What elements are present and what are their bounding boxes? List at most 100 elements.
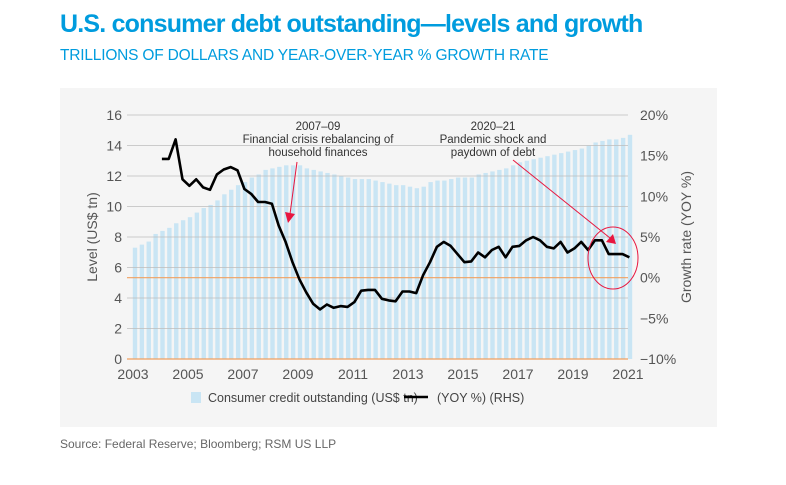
bar	[373, 180, 378, 359]
legend-label: Consumer credit outstanding (US$ tn)	[208, 391, 418, 405]
legend-label: (YOY %) (RHS)	[437, 391, 524, 405]
y-tick-label: 4	[114, 290, 122, 306]
bar	[462, 177, 468, 359]
annotation-heading: 2020–21	[471, 121, 516, 133]
bar	[380, 182, 385, 359]
bar	[428, 182, 433, 359]
bar	[311, 169, 316, 359]
y2-tick-label: 20%	[640, 107, 668, 123]
y-tick-label: 0	[114, 351, 122, 367]
y-tick-label: 6	[114, 260, 122, 276]
y2-tick-label: −5%	[640, 310, 668, 326]
arrowhead-icon	[285, 212, 295, 223]
bar	[469, 177, 475, 359]
y2-axis-label: Growth rate (YOY %)	[678, 171, 694, 303]
y-tick-label: 14	[106, 138, 122, 154]
bar	[277, 166, 282, 359]
bar	[545, 156, 550, 359]
annotation-text: Pandemic shock and	[440, 134, 547, 146]
bar	[201, 208, 206, 359]
bar	[559, 153, 564, 359]
bar	[449, 179, 454, 359]
legend-bar-swatch	[191, 392, 201, 403]
source-note: Source: Federal Reserve; Bloomberg; RSM …	[60, 437, 337, 451]
y2-tick-label: 15%	[640, 148, 668, 164]
annotation-text: household finances	[268, 147, 367, 159]
bar	[187, 217, 193, 359]
bar	[297, 165, 303, 359]
bar	[366, 179, 371, 359]
bar	[174, 223, 179, 359]
bar	[627, 134, 633, 359]
annotation-arrow	[512, 159, 611, 239]
bar	[153, 233, 158, 359]
bar	[132, 247, 138, 359]
bar	[435, 180, 440, 359]
y-axis-label: Level (US$ tn)	[84, 192, 100, 281]
x-tick-label: 2021	[612, 366, 643, 382]
y-tick-label: 2	[114, 321, 122, 337]
y-tick-label: 12	[106, 168, 122, 184]
arrowhead-icon	[606, 234, 616, 244]
bar	[304, 168, 310, 359]
bar	[229, 189, 234, 359]
bar	[400, 185, 406, 359]
bar	[345, 177, 351, 359]
bar	[407, 186, 413, 359]
bar	[325, 172, 330, 359]
bar	[614, 139, 619, 359]
bar	[387, 183, 392, 359]
bar	[442, 180, 447, 359]
bar	[270, 168, 275, 359]
bar	[593, 142, 598, 359]
x-tick-label: 2007	[227, 366, 258, 382]
x-tick-label: 2005	[172, 366, 203, 382]
bar	[517, 162, 523, 359]
chart-subtitle: TRILLIONS OF DOLLARS AND YEAR-OVER-YEAR …	[60, 47, 549, 64]
bar	[180, 220, 186, 359]
bar	[414, 188, 420, 359]
y2-tick-label: −10%	[640, 351, 676, 367]
bar	[455, 177, 461, 359]
bar	[284, 165, 289, 359]
bar	[222, 194, 227, 359]
x-tick-label: 2013	[392, 366, 423, 382]
bar	[565, 151, 571, 359]
x-tick-label: 2015	[447, 366, 478, 382]
bar	[600, 140, 605, 359]
bar	[318, 171, 323, 359]
bar	[167, 227, 172, 359]
y-tick-label: 10	[106, 199, 122, 215]
bar	[620, 137, 626, 359]
bar	[263, 169, 268, 359]
y-tick-label: 8	[114, 229, 122, 245]
yoy-line	[161, 138, 630, 311]
bar	[552, 154, 557, 359]
bar	[531, 159, 536, 359]
y2-tick-label: 10%	[640, 188, 668, 204]
bar	[394, 185, 399, 359]
bar	[483, 172, 488, 359]
bar	[490, 171, 495, 359]
bar	[572, 150, 578, 359]
bar	[579, 148, 585, 359]
bar	[146, 241, 151, 359]
highlight-circle	[587, 226, 639, 290]
chart-title: U.S. consumer debt outstanding—levels an…	[60, 10, 643, 38]
x-tick-label: 2009	[282, 366, 313, 382]
bar	[607, 139, 612, 359]
bar	[524, 160, 530, 359]
bar	[332, 174, 337, 359]
y2-tick-label: 0%	[640, 270, 660, 286]
x-tick-label: 2019	[557, 366, 588, 382]
bar	[242, 182, 248, 359]
bar	[235, 185, 241, 359]
bar	[256, 174, 261, 359]
bar	[476, 174, 481, 359]
bar	[538, 157, 543, 359]
y2-tick-label: 5%	[640, 229, 660, 245]
annotation-text: Financial crisis rebalancing of	[243, 134, 395, 146]
bar	[160, 230, 165, 359]
